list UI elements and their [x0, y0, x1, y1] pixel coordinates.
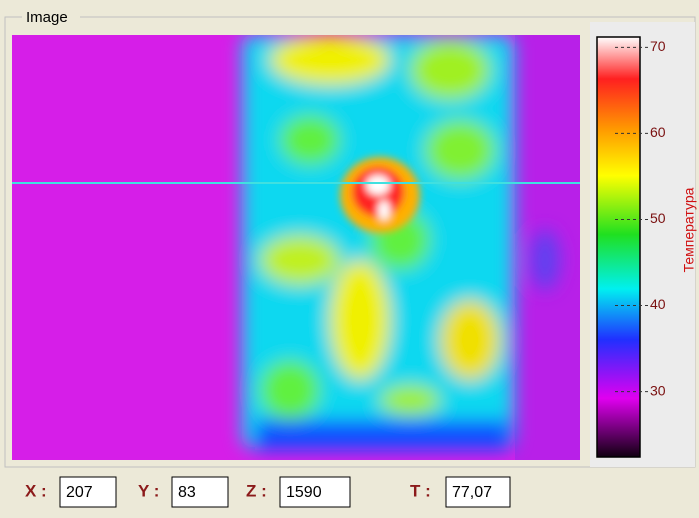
- group-title: Image: [26, 9, 68, 26]
- field-value: 83: [178, 484, 196, 501]
- tick-label: 30: [650, 382, 666, 398]
- tick-label: 70: [650, 38, 666, 54]
- field-label: T :: [410, 481, 431, 500]
- tick-label: 50: [650, 210, 666, 226]
- field-value: 1590: [286, 484, 322, 501]
- thermal-image: [12, 35, 580, 460]
- colorbar-label: Температура: [681, 187, 697, 272]
- tick-label: 60: [650, 124, 666, 140]
- field-value: 207: [66, 484, 93, 501]
- window: Image 30 40 50 60 70 Температура: [0, 0, 699, 513]
- field-value: 77,07: [452, 484, 492, 501]
- tick-label: 40: [650, 296, 666, 312]
- field-label: Y :: [138, 481, 159, 500]
- field-label: X :: [25, 481, 47, 500]
- colorbar: [597, 37, 640, 457]
- field-label: Z :: [246, 481, 267, 500]
